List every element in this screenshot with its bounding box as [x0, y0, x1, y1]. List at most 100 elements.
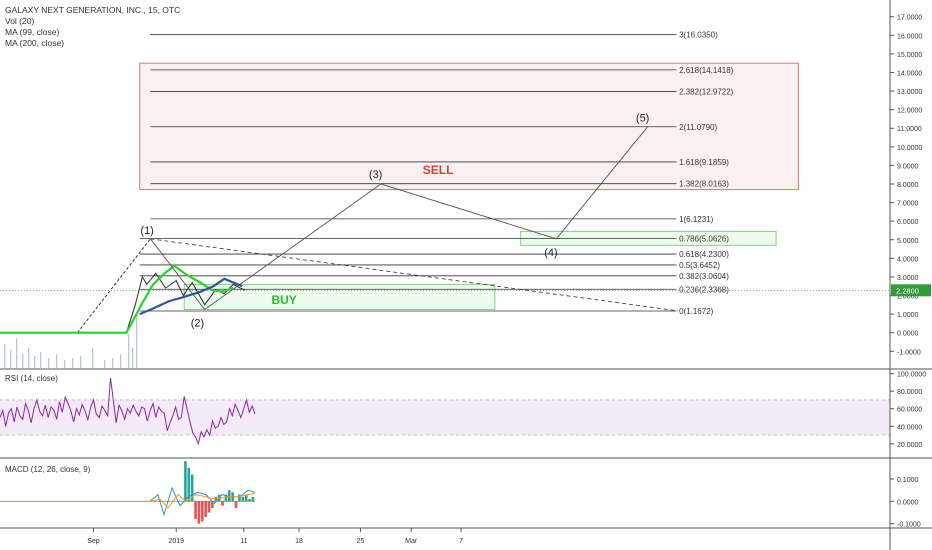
price-tick-label: 10.0000: [897, 145, 922, 152]
macd-histogram-bar: [207, 501, 211, 513]
price-tick-label: 5.0000: [897, 238, 919, 245]
wave1-dashed-line: [77, 238, 151, 333]
volume-bar: [56, 354, 58, 368]
price-tick-label: 14.0000: [897, 70, 922, 77]
macd-histogram-bar: [224, 494, 228, 502]
wave-label: (4): [544, 247, 557, 259]
fib-label: 0.618(4.2300): [679, 250, 729, 259]
volume-bar: [136, 312, 138, 368]
price-tick-label: 16.0000: [897, 33, 922, 40]
time-tick-label: 18: [295, 538, 303, 545]
ma_green-line: [0, 264, 234, 334]
rsi-tick-label: 20.0000: [897, 442, 922, 449]
indicator-vol[interactable]: Vol (20): [5, 16, 35, 26]
rsi-title: RSI (14, close): [5, 374, 58, 383]
volume-bar: [22, 354, 24, 368]
macd-histogram-bar: [190, 474, 194, 502]
volume-bar: [10, 350, 12, 368]
volume-bar: [40, 352, 42, 368]
fib-label: 0.236(2.3368): [679, 285, 729, 294]
macd-panel: MACD (12, 26, close, 9): [0, 461, 256, 524]
fib-label: 2(11.0790): [679, 123, 717, 132]
price-tick-label: 2.0000: [897, 294, 919, 301]
fib-label: 0.5(3.6452): [679, 261, 720, 270]
trendline-dashed: [150, 238, 679, 312]
current-price-badge: [891, 284, 931, 297]
rsi-panel: RSI (14, close): [0, 374, 890, 446]
volume-bar: [34, 356, 36, 368]
fib-label: 1.618(9.1859): [679, 158, 729, 167]
fib-label: 2.618(14.1418): [679, 66, 734, 75]
price-tick-label: 9.0000: [897, 163, 919, 170]
price-tick-label: 8.0000: [897, 182, 919, 189]
macd-histogram-bar: [184, 461, 187, 502]
price-tick-label: 11.0000: [897, 126, 922, 133]
price-tick-label: 6.0000: [897, 219, 919, 226]
macd-histogram-bar: [211, 501, 214, 509]
volume-bar: [4, 344, 6, 368]
price-panel: 0(1.1672) 0.236(2.3368) 0.382(3.0604) 0.5(3…: [0, 31, 890, 368]
macd-histogram-bar: [221, 501, 224, 506]
buy-label: BUY: [271, 293, 296, 307]
time-tick-label: 25: [357, 538, 365, 545]
macd-histogram-bar: [194, 501, 197, 520]
macd-histogram-bar: [201, 501, 204, 522]
time-tick-label: Mar: [405, 538, 418, 545]
ma_blue-line: [139, 277, 243, 316]
macd-title: MACD (12, 26, close, 9): [5, 465, 91, 474]
signal-line: [149, 493, 256, 509]
volume-bar: [104, 360, 106, 368]
volume-bar: [28, 348, 30, 368]
price-tick-label: 3.0000: [897, 275, 919, 282]
macd-tick-label: -0.1000: [897, 522, 921, 529]
price-tick-label: 7.0000: [897, 201, 919, 208]
macd-histogram-bar: [197, 501, 201, 524]
time-tick-label: 11: [240, 538, 247, 545]
price-tick-label: 12.0000: [897, 108, 922, 115]
elliott-wave-line: [150, 126, 649, 311]
price-tick-label: 17.0000: [897, 15, 922, 22]
rsi-tick-label: 80.0000: [897, 389, 922, 396]
volume-bar: [16, 338, 18, 368]
fib-label: 1(6.1231): [679, 215, 714, 224]
volume-bar: [120, 354, 122, 368]
fib-label: 3(16.0350): [679, 31, 718, 40]
macd-histogram-bar: [228, 490, 231, 502]
volume-bar: [132, 348, 134, 368]
fib-label: 0(1.1672): [679, 307, 714, 316]
time-tick-label: 7: [459, 538, 463, 545]
volume-bar: [112, 358, 114, 368]
wave-label: (5): [636, 112, 649, 124]
indicator-ma200[interactable]: MA (200, close): [5, 38, 65, 48]
macd-histogram-bar: [187, 467, 191, 502]
macd-histogram-bar: [251, 496, 255, 502]
volume-bar: [64, 360, 66, 368]
fib-label: 2.382(12.9722): [679, 88, 734, 97]
price-tick-label: 13.0000: [897, 89, 922, 96]
macd-histogram-bar: [238, 494, 241, 502]
fib-label: 0.382(3.0604): [679, 272, 729, 281]
macd-tick-label: 0.0000: [897, 499, 919, 506]
macd-tick-label: 0.1000: [897, 477, 919, 484]
time-tick-label: 2019: [168, 538, 184, 545]
price-tick-label: 0.0000: [897, 331, 919, 338]
price-tick-label: 15.0000: [897, 52, 922, 59]
buy-zone: [183, 283, 496, 310]
volume-bar: [128, 334, 130, 368]
symbol-title: GALAXY NEXT GENERATION, INC., 15, OTC: [5, 5, 181, 15]
current-price-label: 2.2800: [896, 286, 919, 295]
fib-label: 1.382(8.0163): [679, 180, 729, 189]
sell-label: SELL: [423, 163, 454, 177]
wave-label: (3): [369, 169, 382, 181]
volume-bar: [80, 356, 82, 368]
price-tick-label: 1.0000: [897, 312, 919, 319]
macd-histogram-bar: [248, 499, 251, 502]
indicator-ma99[interactable]: MA (99, close): [5, 27, 60, 37]
time-tick-label: Sep: [87, 538, 100, 545]
volume-bar: [72, 358, 74, 368]
rsi-tick-label: 100.0000: [897, 372, 926, 379]
header-legend: GALAXY NEXT GENERATION, INC., 15, OTC Vo…: [5, 5, 180, 49]
rsi-tick-label: 40.0000: [897, 424, 922, 431]
